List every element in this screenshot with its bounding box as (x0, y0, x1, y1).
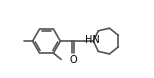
Text: O: O (69, 55, 77, 65)
Text: HN: HN (85, 35, 99, 45)
